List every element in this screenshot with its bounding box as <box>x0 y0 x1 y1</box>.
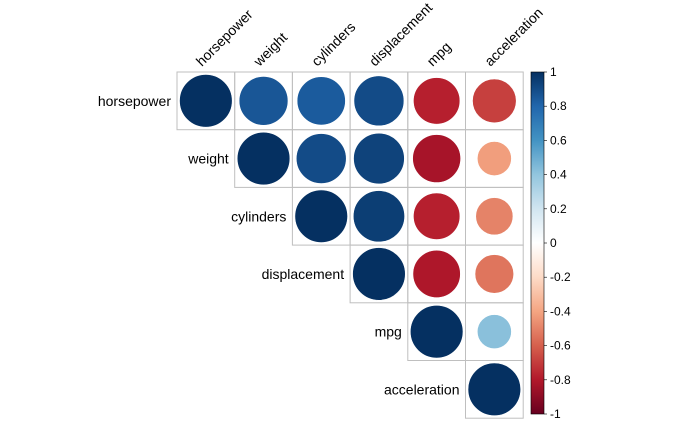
correlation-circle-cylinders-acceleration <box>475 197 514 236</box>
correlation-circle-weight-mpg <box>412 134 461 183</box>
correlation-circle-cylinders-displacement <box>352 190 405 243</box>
colorbar-tick-label: 0.8 <box>550 99 567 113</box>
correlation-circle-horsepower-weight <box>238 76 289 126</box>
colorbar-gradient <box>530 71 545 415</box>
row-label-acceleration: acceleration <box>384 381 460 397</box>
column-label-weight: weight <box>250 29 291 70</box>
colorbar-tick-label: -0.2 <box>550 270 571 284</box>
correlation-circle-cylinders-mpg <box>413 192 461 240</box>
correlation-circle-weight-weight <box>236 131 291 186</box>
correlation-circles <box>179 74 522 417</box>
correlation-grid <box>176 71 524 419</box>
row-label-mpg: mpg <box>375 324 402 340</box>
colorbar-tick-label: -1 <box>550 407 561 421</box>
correlation-circle-weight-acceleration <box>476 141 512 176</box>
row-labels: horsepower weight cylinders displacement mpg… <box>98 93 460 398</box>
column-label-cylinders: cylinders <box>308 19 358 69</box>
row-label-displacement: displacement <box>262 266 345 282</box>
correlation-circle-displacement-mpg <box>412 249 461 298</box>
colorbar: 1 0.8 0.6 0.4 0.2 0 -0.2 -0.4 -0.6 -0.8 -1 <box>530 65 571 421</box>
column-label-horsepower: horsepower <box>193 6 256 69</box>
row-label-weight: weight <box>187 151 229 167</box>
correlation-circle-horsepower-displacement <box>353 75 405 127</box>
column-label-acceleration: acceleration <box>481 4 546 69</box>
correlation-circle-weight-displacement <box>353 132 405 185</box>
correlation-circle-mpg-acceleration <box>476 314 512 350</box>
colorbar-tick-label: 0 <box>550 236 557 250</box>
column-label-mpg: mpg <box>423 39 454 70</box>
correlation-circle-displacement-acceleration <box>474 254 515 294</box>
colorbar-tick-label: 0.6 <box>550 133 567 147</box>
correlation-circle-horsepower-mpg <box>413 77 461 125</box>
correlation-circle-horsepower-horsepower <box>179 74 233 128</box>
correlation-circle-horsepower-cylinders <box>296 76 346 126</box>
correlation-circle-horsepower-acceleration <box>472 78 517 124</box>
grid-cell <box>465 360 524 419</box>
colorbar-tick-label: -0.8 <box>550 373 571 387</box>
colorbar-tick-label: -0.4 <box>550 304 571 318</box>
colorbar-tick-label: -0.6 <box>550 339 571 353</box>
correlation-circle-acceleration-acceleration <box>467 362 522 417</box>
colorbar-tick-label: 0.2 <box>550 202 567 216</box>
colorbar-tick-label: 1 <box>550 65 557 79</box>
colorbar-tick-label: 0.4 <box>550 168 567 182</box>
correlation-circle-cylinders-cylinders <box>294 189 348 243</box>
row-label-horsepower: horsepower <box>98 93 171 109</box>
correlation-circle-weight-cylinders <box>295 133 347 184</box>
row-label-cylinders: cylinders <box>231 208 286 224</box>
correlation-circle-mpg-mpg <box>409 304 464 359</box>
correlation-circle-displacement-displacement <box>352 247 406 301</box>
